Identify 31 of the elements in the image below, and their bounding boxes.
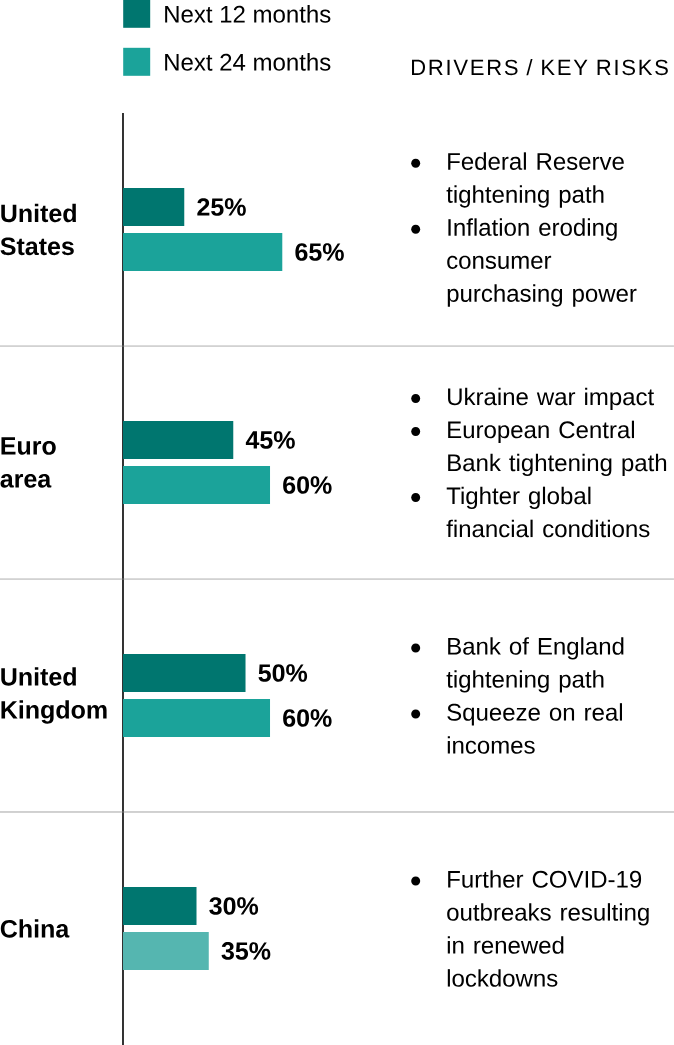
y-tick-label: China xyxy=(0,919,70,938)
text: Federal Reserve tightening path xyxy=(446,152,624,208)
text: Bank of England tightening path xyxy=(446,637,624,693)
text: Further COVID-19 outbreaks resulting in renewed lockdowns xyxy=(447,870,649,987)
bar xyxy=(123,654,246,692)
data-label: 60% xyxy=(283,709,332,727)
y-tick-label: United States xyxy=(0,203,76,256)
data-label: 25% xyxy=(197,198,246,216)
bar xyxy=(123,931,209,970)
text: European Central Bank tightening path xyxy=(448,420,667,477)
text: Squeeze on real incomes xyxy=(447,703,622,754)
data-label: 30% xyxy=(209,897,259,915)
y-tick-label: Euro area xyxy=(0,437,56,488)
data-label: 35% xyxy=(221,942,271,960)
data-label: 65% xyxy=(295,243,344,261)
bar xyxy=(123,886,197,925)
data-label: 50% xyxy=(258,664,308,682)
bar xyxy=(123,188,185,226)
bar xyxy=(123,699,271,737)
y-tick-label: United Kingdom xyxy=(1,667,107,724)
data-label: 60% xyxy=(283,476,332,494)
text: Ukraine war impact xyxy=(448,387,655,411)
text: Inflation eroding consumer purchasing power xyxy=(447,218,637,307)
text: DRIVERS / KEY RISKS xyxy=(412,59,668,76)
text: Tighter global financial conditions xyxy=(446,486,650,538)
legend-label: Next 12 months xyxy=(165,5,331,23)
bar xyxy=(123,466,271,504)
data-label: 45% xyxy=(245,431,295,449)
bar xyxy=(123,421,234,459)
bar xyxy=(123,233,283,271)
legend-label: Next 24 months xyxy=(165,53,331,71)
